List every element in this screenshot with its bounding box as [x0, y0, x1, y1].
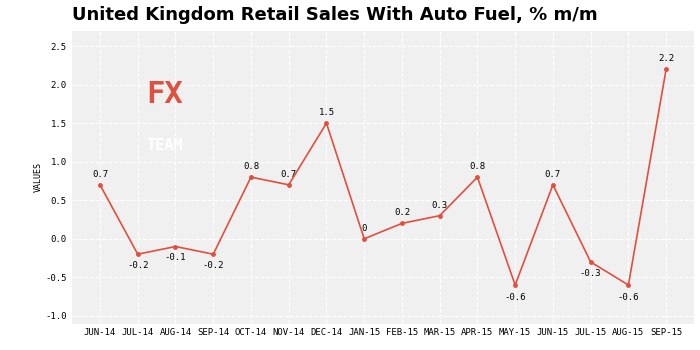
Text: 0.7: 0.7 [281, 170, 297, 178]
Text: 1.5: 1.5 [318, 108, 335, 117]
Text: United Kingdom Retail Sales With Auto Fuel, % m/m: United Kingdom Retail Sales With Auto Fu… [71, 6, 597, 23]
Text: 0.7: 0.7 [545, 170, 561, 178]
Text: 0.8: 0.8 [243, 162, 259, 171]
Text: 0.7: 0.7 [92, 170, 108, 178]
Text: -0.1: -0.1 [164, 253, 186, 262]
Text: TEAM: TEAM [147, 138, 183, 153]
Text: -0.6: -0.6 [617, 293, 639, 302]
Text: -0.3: -0.3 [580, 269, 601, 278]
Text: FX: FX [147, 80, 183, 108]
Text: 0: 0 [361, 224, 367, 233]
Text: 2.2: 2.2 [658, 54, 674, 63]
Text: 0.8: 0.8 [470, 162, 486, 171]
Text: 0.2: 0.2 [394, 208, 410, 217]
Text: -0.2: -0.2 [127, 261, 148, 270]
Text: 0.3: 0.3 [432, 201, 448, 210]
Text: -0.2: -0.2 [202, 261, 224, 270]
Y-axis label: VALUES: VALUES [34, 162, 43, 192]
Text: -0.6: -0.6 [505, 293, 526, 302]
